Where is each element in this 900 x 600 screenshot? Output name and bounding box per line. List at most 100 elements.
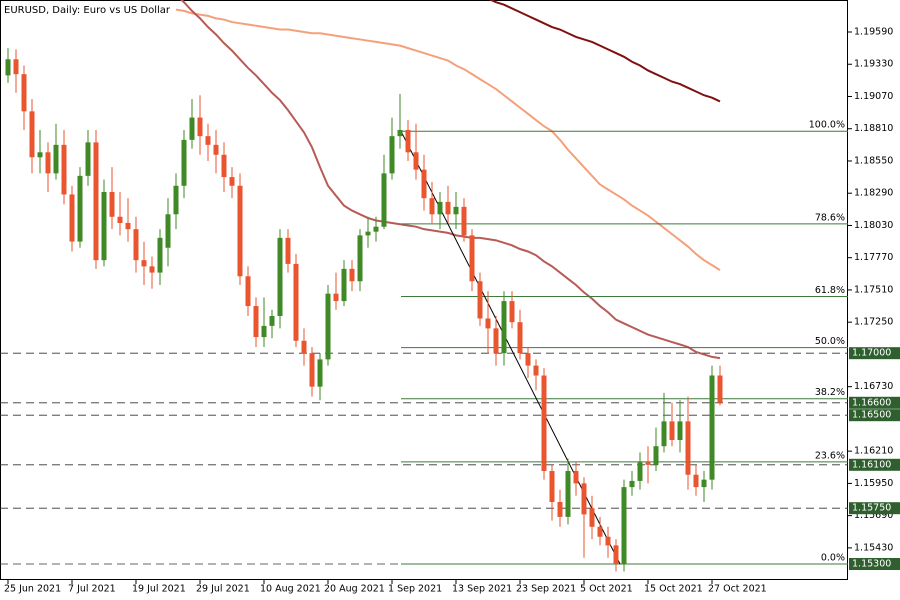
candle-body — [573, 470, 579, 484]
candle-body — [701, 479, 707, 488]
x-tick-label: 5 Oct 2021 — [580, 584, 633, 595]
y-tick-label: 1.16210 — [854, 446, 893, 457]
candle-body — [413, 152, 419, 170]
x-tick-label: 19 Jul 2021 — [132, 584, 186, 595]
plot-area: 100.0% 78.6% 61.8% 50.0% 38.2% 23.6% 0.0% — [0, 0, 848, 572]
level-box — [849, 347, 900, 360]
candle-body — [381, 173, 387, 227]
candle-body — [141, 260, 147, 267]
candle-body — [101, 191, 107, 261]
candle-body — [317, 359, 323, 387]
level-label: 1.16600 — [852, 397, 891, 408]
candle-body — [693, 474, 699, 488]
level-label: 1.17000 — [852, 348, 891, 359]
candle-body — [637, 462, 643, 481]
x-tick-label: 13 Sep 2021 — [452, 584, 512, 595]
candle-body — [645, 462, 651, 465]
level-box — [849, 396, 900, 409]
candle-body — [717, 375, 723, 403]
candle-body — [269, 315, 275, 326]
candle-body — [445, 201, 451, 215]
y-tick-label: 1.16730 — [854, 381, 893, 392]
candle-body — [253, 306, 259, 338]
candle-body — [29, 111, 35, 158]
fib-label: 38.2% — [815, 387, 845, 398]
candle-body — [653, 446, 659, 465]
fib-label: 0.0% — [821, 553, 845, 564]
candle-body — [205, 136, 211, 145]
candle-body — [237, 185, 243, 277]
candle-body — [373, 226, 379, 232]
candle-body — [357, 235, 363, 282]
candle-body — [429, 198, 435, 215]
candle-body — [605, 536, 611, 546]
fib-label: 78.6% — [815, 212, 845, 223]
level-box — [849, 558, 900, 571]
candle-body — [77, 175, 83, 242]
fib-label: 100.0% — [809, 120, 845, 131]
candle-body — [21, 74, 27, 112]
candle-body — [197, 117, 203, 137]
candle-body — [613, 545, 619, 565]
y-tick-label: 1.18810 — [854, 123, 893, 134]
candle-body — [397, 129, 403, 137]
fib-label: 23.6% — [815, 450, 845, 461]
moving-average — [175, 8, 721, 271]
candle-body — [677, 421, 683, 440]
candle-body — [533, 365, 539, 376]
y-tick-label: 1.15430 — [854, 542, 893, 553]
candle-body — [485, 318, 491, 329]
candle-body — [469, 235, 475, 282]
x-tick-label: 23 Sep 2021 — [516, 584, 576, 595]
y-tick-label: 1.19070 — [854, 91, 893, 102]
candle-body — [85, 142, 91, 176]
candle-body — [93, 142, 99, 261]
y-tick-label: 1.18030 — [854, 220, 893, 231]
candle-body — [293, 263, 299, 341]
candle-body — [173, 185, 179, 215]
y-tick-label: 1.17770 — [854, 252, 893, 263]
candle-body — [669, 421, 675, 440]
candle-body — [661, 421, 667, 447]
y-tick-label: 1.19590 — [854, 26, 893, 37]
y-tick-label: 1.15950 — [854, 478, 893, 489]
candle-body — [325, 293, 331, 360]
candle-body — [453, 206, 459, 215]
chart-title: EURUSD, Daily: Euro vs US Dollar — [4, 5, 171, 16]
candle-body — [597, 526, 603, 537]
candle-body — [117, 216, 123, 223]
candle-body — [365, 231, 371, 236]
candle-body — [557, 501, 563, 517]
candle-body — [309, 353, 315, 387]
candle-body — [565, 470, 571, 517]
candle-body — [45, 152, 51, 174]
candle-body — [277, 237, 283, 316]
x-tick-label: 20 Aug 2021 — [324, 584, 385, 595]
y-tick-label: 1.18550 — [854, 155, 893, 166]
level-label: 1.15750 — [852, 503, 891, 514]
candle-body — [285, 237, 291, 264]
candle-body — [541, 375, 547, 471]
candle-body — [245, 276, 251, 307]
candle-body — [525, 353, 531, 366]
candle-body — [589, 508, 595, 527]
candle-body — [461, 206, 467, 236]
candle-body — [157, 237, 163, 273]
candle-body — [109, 191, 115, 217]
candle-body — [61, 144, 67, 195]
axes: 1.19590 1.19330 1.19070 1.18810 1.18550 1.182… — [4, 26, 900, 595]
level-box — [849, 409, 900, 422]
x-tick-label: 7 Jul 2021 — [68, 584, 116, 595]
candle-body — [229, 177, 235, 186]
candle-body — [69, 194, 75, 242]
y-tick-label: 1.18290 — [854, 188, 893, 199]
x-tick-label: 25 Jun 2021 — [4, 584, 61, 595]
x-tick-label: 27 Oct 2021 — [708, 584, 767, 595]
candle-body — [709, 375, 715, 480]
candle-body — [517, 322, 523, 354]
candle-body — [333, 293, 339, 302]
plot-frame — [0, 0, 848, 580]
level-box — [849, 458, 900, 471]
level-label: 1.15300 — [852, 559, 891, 570]
